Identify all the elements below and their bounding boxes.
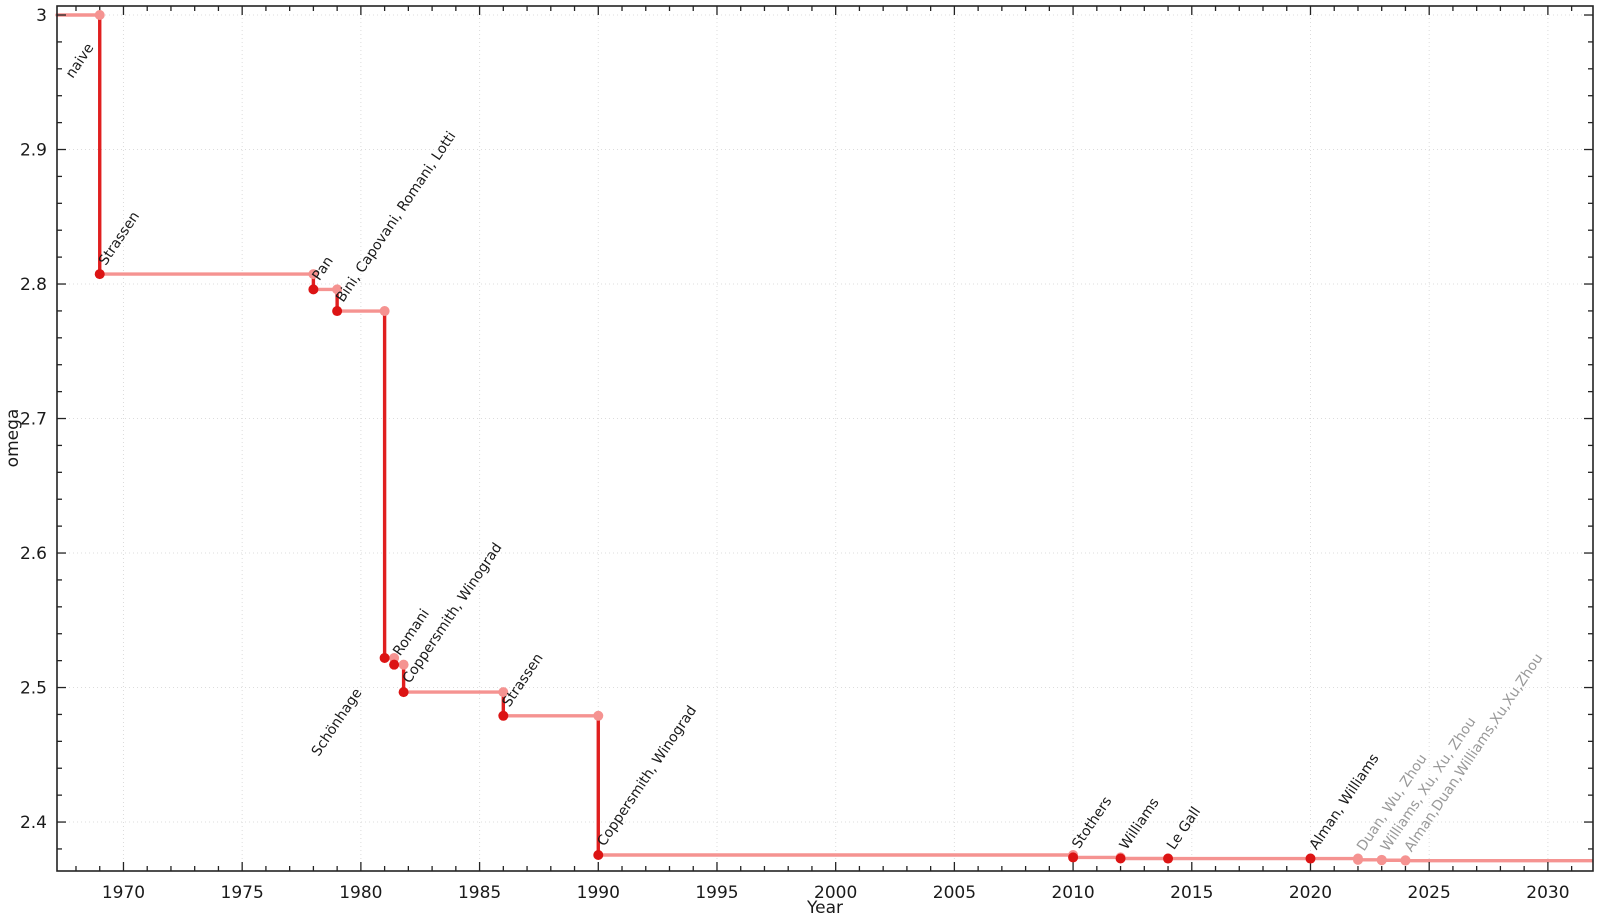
point-label: Bini, Capovani, Romani, Lotti: [333, 129, 459, 305]
y-tick-label: 2.5: [20, 679, 47, 699]
x-tick-label: 1975: [221, 883, 264, 903]
y-axis-title: omega: [3, 408, 23, 468]
x-tick-label: 2010: [1051, 883, 1094, 903]
data-point: [379, 652, 390, 663]
corner-point: [332, 284, 343, 295]
data-point: [308, 284, 319, 295]
plot-border: [56, 5, 1594, 872]
point-label: Coppersmith, Winograd: [594, 703, 700, 849]
corner-point: [398, 659, 409, 670]
point-label: Williams: [1117, 795, 1163, 853]
x-tick-label: 2000: [814, 883, 857, 903]
y-tick-label: 2.6: [20, 544, 47, 564]
data-point: [593, 849, 604, 860]
x-tick-label: 2025: [1408, 883, 1451, 903]
data-markers: [94, 10, 1411, 866]
data-point: [389, 659, 400, 670]
x-axis-title: Year: [807, 898, 843, 918]
data-point: [332, 306, 343, 317]
x-tick-label: 1985: [458, 883, 501, 903]
x-tick-label: 1995: [695, 883, 738, 903]
data-point: [1115, 853, 1126, 864]
data-point: [398, 687, 409, 698]
data-point: [1163, 853, 1174, 864]
y-tick-label: 2.7: [20, 410, 47, 430]
y-tick-label: 2.4: [20, 813, 47, 833]
corner-point: [308, 269, 319, 280]
x-tick-label: 1990: [577, 883, 620, 903]
data-point: [94, 269, 105, 280]
x-tick-label: 1980: [339, 883, 382, 903]
data-point: [1400, 855, 1411, 866]
data-point: [1068, 852, 1079, 863]
corner-point: [94, 10, 105, 21]
y-tick-label: 2.8: [20, 275, 47, 295]
data-point: [1305, 853, 1316, 864]
x-tick-label: 2020: [1289, 883, 1332, 903]
data-point: [498, 710, 509, 721]
point-label: Le Gall: [1164, 804, 1204, 853]
point-label: Alman,Duan,Williams,Xu,Xu,Zhou: [1402, 651, 1547, 855]
point-label: Strassen: [96, 209, 143, 268]
y-tick-label: 3: [36, 6, 47, 26]
gridlines: [57, 6, 1593, 871]
point-label: Schönhage: [309, 686, 366, 759]
y-tick-label: 2.9: [20, 141, 47, 161]
tick-labels: 1970 1975 1980 1985 1990 1995 2000 2005 2010 2015…: [20, 6, 1570, 903]
data-point: [1352, 854, 1363, 865]
point-label: Strassen: [499, 651, 546, 710]
step-series: [55, 13, 1593, 863]
axis-ticks: [57, 6, 1593, 871]
point-label: naive: [63, 41, 98, 82]
x-tick-label: 1970: [102, 883, 145, 903]
x-tick-label: 2015: [1170, 883, 1213, 903]
corner-point: [498, 687, 509, 698]
corner-point: [593, 710, 604, 721]
x-tick-label: 2005: [933, 883, 976, 903]
corner-point: [379, 306, 390, 317]
x-tick-label: 2030: [1526, 883, 1569, 903]
point-label: Stothers: [1069, 794, 1115, 852]
plot-frame: [56, 5, 1594, 872]
data-point: [1376, 855, 1387, 866]
